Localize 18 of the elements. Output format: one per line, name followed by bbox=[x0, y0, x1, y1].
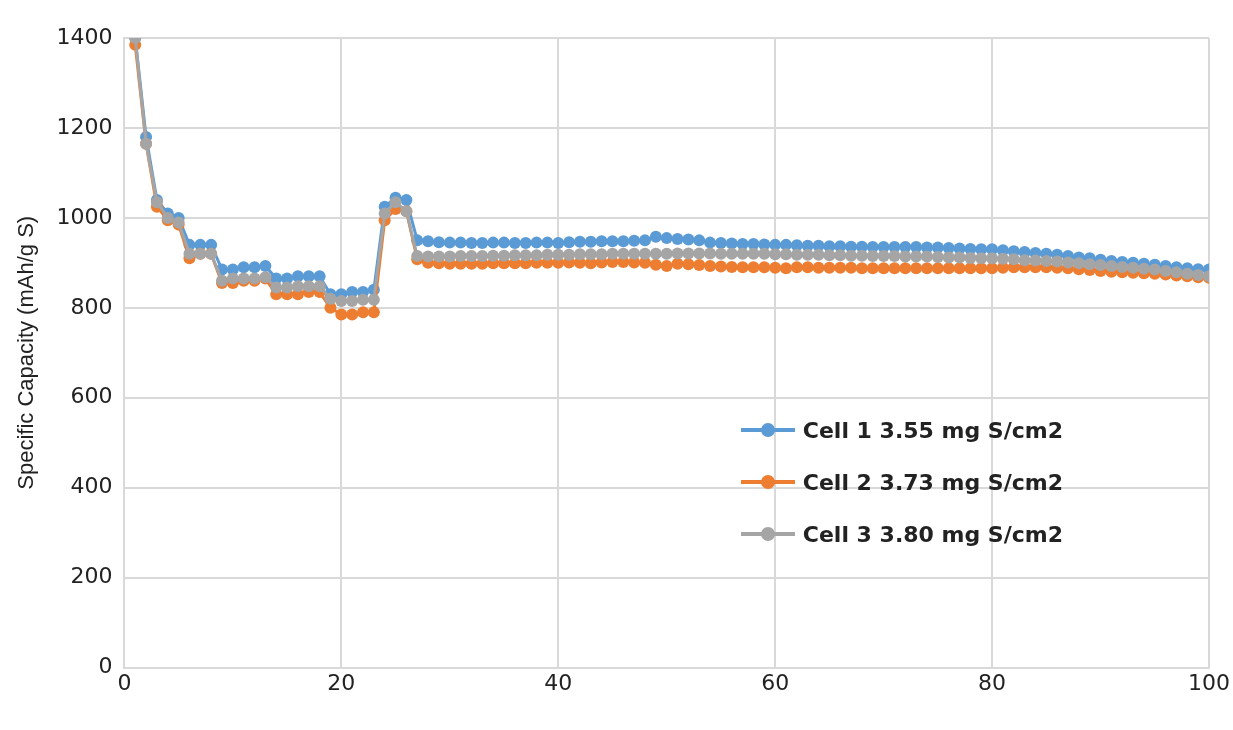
y-axis-title: Specific Capacity (mAh/g S) bbox=[13, 215, 39, 490]
legend-label: Cell 1 3.55 mg S/cm2 bbox=[802, 417, 1063, 443]
y-tick-label: 1400 bbox=[56, 23, 113, 49]
x-tick-label: 100 bbox=[1188, 669, 1230, 695]
x-tick-label: 40 bbox=[544, 669, 573, 695]
y-tick-label: 1200 bbox=[56, 113, 113, 139]
y-tick-label: 400 bbox=[70, 473, 113, 499]
legend-label: Cell 3 3.80 mg S/cm2 bbox=[802, 521, 1063, 547]
legend-label: Cell 2 3.73 mg S/cm2 bbox=[802, 469, 1063, 495]
x-tick-label: 80 bbox=[978, 669, 1007, 695]
y-tick-label: 0 bbox=[98, 653, 113, 679]
y-tick-label: 1000 bbox=[56, 203, 113, 229]
x-tick-label: 60 bbox=[761, 669, 790, 695]
y-tick-label: 600 bbox=[70, 383, 113, 409]
y-tick-label: 200 bbox=[70, 563, 113, 589]
x-tick-label: 0 bbox=[117, 669, 132, 695]
y-tick-label: 800 bbox=[70, 293, 113, 319]
x-tick-label: 20 bbox=[327, 669, 356, 695]
